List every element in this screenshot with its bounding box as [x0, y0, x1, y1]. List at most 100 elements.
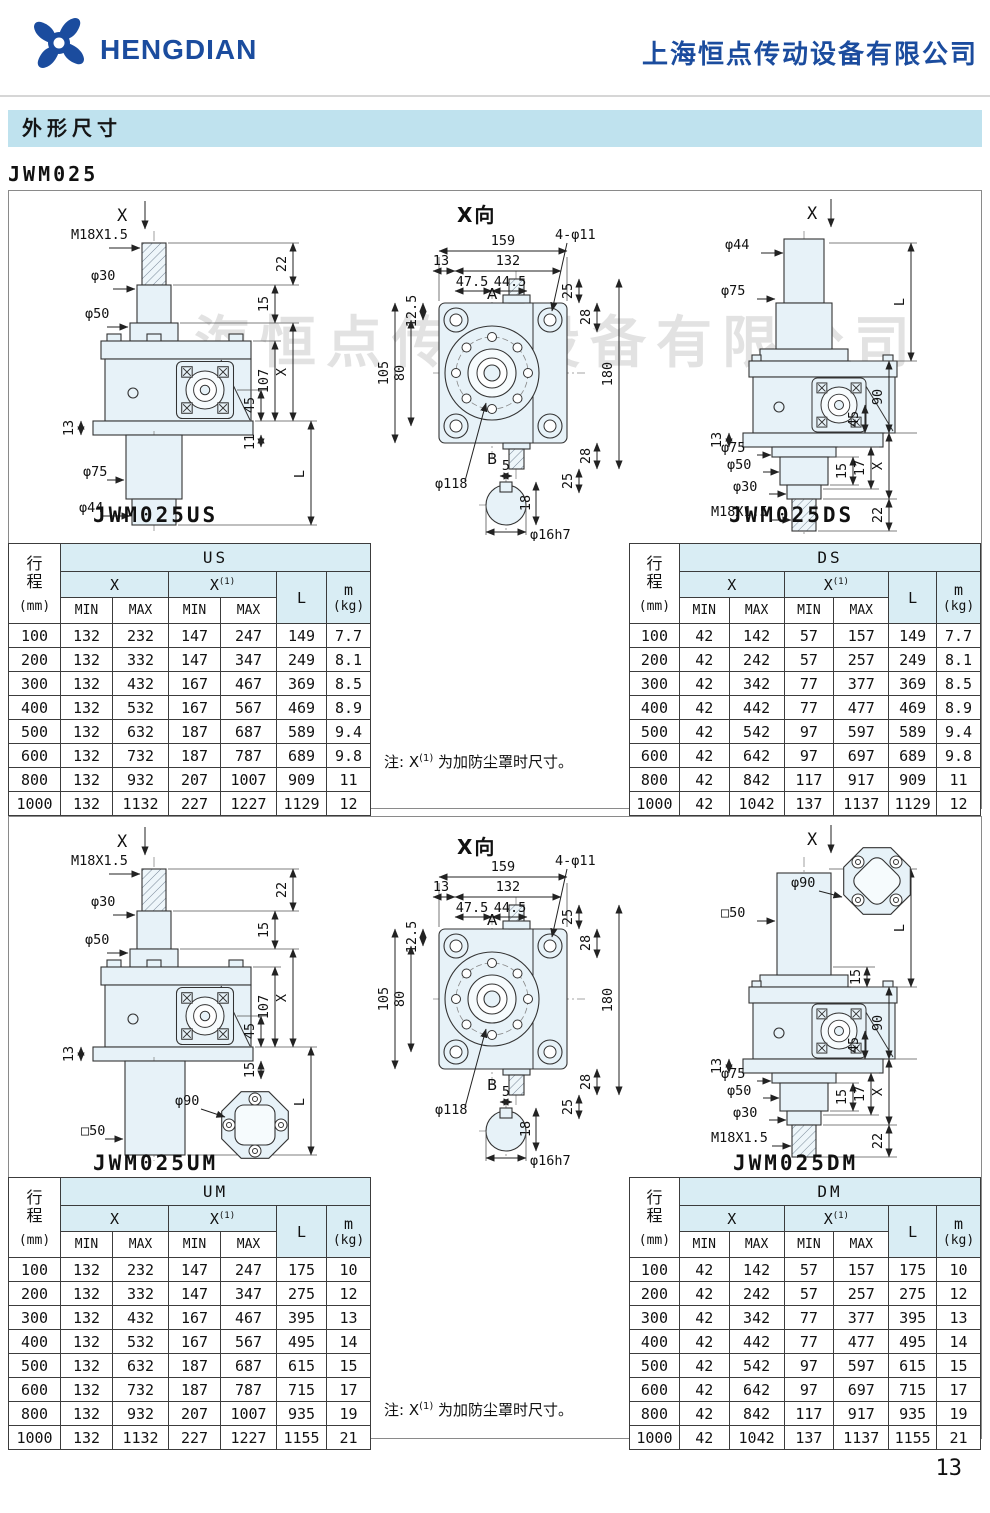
table-cell: 42 — [678, 1425, 730, 1450]
table-cell: 842 — [728, 1401, 785, 1426]
table-cell: 132 — [60, 1401, 113, 1426]
table-cell: 167 — [168, 1305, 221, 1330]
table-cell: 57 — [783, 647, 835, 672]
column-header-x1: X(1) — [168, 1205, 277, 1232]
column-header-max: MAX — [728, 597, 785, 624]
table-cell: 600 — [8, 1377, 61, 1402]
table-cell: 117 — [783, 1401, 835, 1426]
table-cell: 15 — [936, 1353, 981, 1378]
table-cell: 500 — [629, 719, 680, 744]
table-cell: 15 — [326, 1353, 371, 1378]
table-cell: 207 — [168, 767, 221, 792]
table-cell: 227 — [168, 791, 221, 816]
xview-title: X向 — [457, 203, 497, 227]
table-group-header: DS — [678, 543, 982, 572]
table-cell: 1000 — [629, 1425, 680, 1450]
column-header-x: X — [60, 1205, 169, 1232]
column-header-min: MIN — [678, 597, 730, 624]
dim-label: 15 — [848, 969, 864, 985]
table-cell: 917 — [833, 767, 890, 792]
table-cell: 342 — [728, 671, 785, 696]
table-cell: 8.5 — [326, 671, 371, 696]
panel-jwm025-us-ds: φ75 φ44 11 L φ44 φ75 X向 JWM025 — [8, 190, 982, 816]
table-cell: 7.7 — [936, 623, 981, 648]
column-header-m: m (kg) — [936, 571, 981, 624]
table-cell: 100 — [629, 1257, 680, 1282]
table-cell: 909 — [276, 767, 327, 792]
table-row: 1000 42 1042 137 1137 1129 12 — [629, 791, 981, 816]
table-cell: 14 — [936, 1329, 981, 1354]
dm-flange-detail — [843, 847, 911, 915]
dim-label: □50 — [721, 905, 745, 921]
drawing-jwm025ds-extras: φ44 φ75 — [721, 237, 833, 350]
table-cell: 800 — [629, 1401, 680, 1426]
panel1-drawings: φ75 φ44 11 L φ44 φ75 — [9, 191, 981, 541]
column-header-l: L — [276, 1205, 327, 1258]
dim-label: □50 — [81, 1123, 105, 1139]
table-cell: 42 — [678, 1329, 730, 1354]
column-header-l: L — [888, 1205, 938, 1258]
table-cell: 1227 — [220, 1425, 277, 1450]
table-cell: 1129 — [276, 791, 327, 816]
column-header-max: MAX — [220, 1231, 277, 1258]
table-cell: 132 — [60, 647, 113, 672]
table-cell: 800 — [8, 1401, 61, 1426]
table-cell: 21 — [326, 1425, 371, 1450]
table-cell: 689 — [276, 743, 327, 768]
table-cell: 42 — [678, 719, 730, 744]
table-row: 500 132 632 187 687 615 15 — [8, 1353, 371, 1378]
table-row: 500 42 542 97 597 615 15 — [629, 1353, 981, 1378]
column-header-x: X — [678, 1205, 785, 1232]
ds-drawing-title: JWM025DS — [729, 503, 855, 527]
table-cell: 42 — [678, 1305, 730, 1330]
table-cell: 249 — [276, 647, 327, 672]
table-row: 400 132 532 167 567 469 8.9 — [8, 695, 371, 720]
table-cell: 377 — [833, 671, 890, 696]
column-header-m: m (kg) — [326, 571, 371, 624]
table-cell: 77 — [783, 1329, 835, 1354]
table-cell: 477 — [833, 695, 890, 720]
table-cell: 132 — [60, 1305, 113, 1330]
dim-label: φ90 — [791, 875, 815, 891]
table-row: 100 132 232 147 247 175 10 — [8, 1257, 371, 1282]
table-cell: 132 — [60, 719, 113, 744]
table-cell: 21 — [936, 1425, 981, 1450]
table-cell: 8.1 — [326, 647, 371, 672]
table-cell: 257 — [833, 1281, 890, 1306]
dim-label: φ75 — [721, 283, 745, 299]
dust-cover-note: 注: X(1) 为加防尘罩时尺寸。 — [384, 1401, 574, 1419]
table-cell: 132 — [60, 623, 113, 648]
brand-name: HENGDIAN — [100, 34, 258, 65]
column-header-min: MIN — [168, 1231, 221, 1258]
table-cell: 242 — [728, 647, 785, 672]
table-cell: 542 — [728, 719, 785, 744]
table-cell: 13 — [326, 1305, 371, 1330]
table-dm: 行 程 (mm) DM X X(1) L m (kg) MIN MAX MIN M… — [629, 1177, 982, 1450]
table-cell: 1007 — [220, 767, 277, 792]
table-cell: 137 — [783, 1425, 835, 1450]
table-cell: 132 — [60, 743, 113, 768]
panel-jwm025-um-dm: □50 15 L φ90 — [8, 816, 982, 1450]
table-row: 600 132 732 187 787 715 17 — [8, 1377, 371, 1402]
table-cell: 97 — [783, 743, 835, 768]
table-cell: 842 — [728, 767, 785, 792]
header-divider — [0, 95, 990, 97]
table-cell: 477 — [833, 1329, 890, 1354]
table-cell: 9.4 — [936, 719, 981, 744]
table-cell: 97 — [783, 1377, 835, 1402]
table-cell: 19 — [326, 1401, 371, 1426]
table-row: 200 42 242 57 257 249 8.1 — [629, 647, 981, 672]
table-cell: 132 — [60, 1425, 113, 1450]
table-cell: 11 — [326, 767, 371, 792]
table-row: 500 42 542 97 597 589 9.4 — [629, 719, 981, 744]
table-um: 行 程 (mm) UM X X(1) L m (kg) MIN MAX MIN M… — [8, 1177, 371, 1450]
column-header-x1: X(1) — [168, 571, 277, 598]
table-cell: 157 — [833, 623, 890, 648]
table-cell: 400 — [629, 695, 680, 720]
table-cell: 1000 — [8, 791, 61, 816]
table-cell: 687 — [220, 1353, 277, 1378]
table-cell: 42 — [678, 743, 730, 768]
table-cell: 1000 — [629, 791, 680, 816]
column-header-m: m (kg) — [326, 1205, 371, 1258]
column-header-max: MAX — [220, 597, 277, 624]
